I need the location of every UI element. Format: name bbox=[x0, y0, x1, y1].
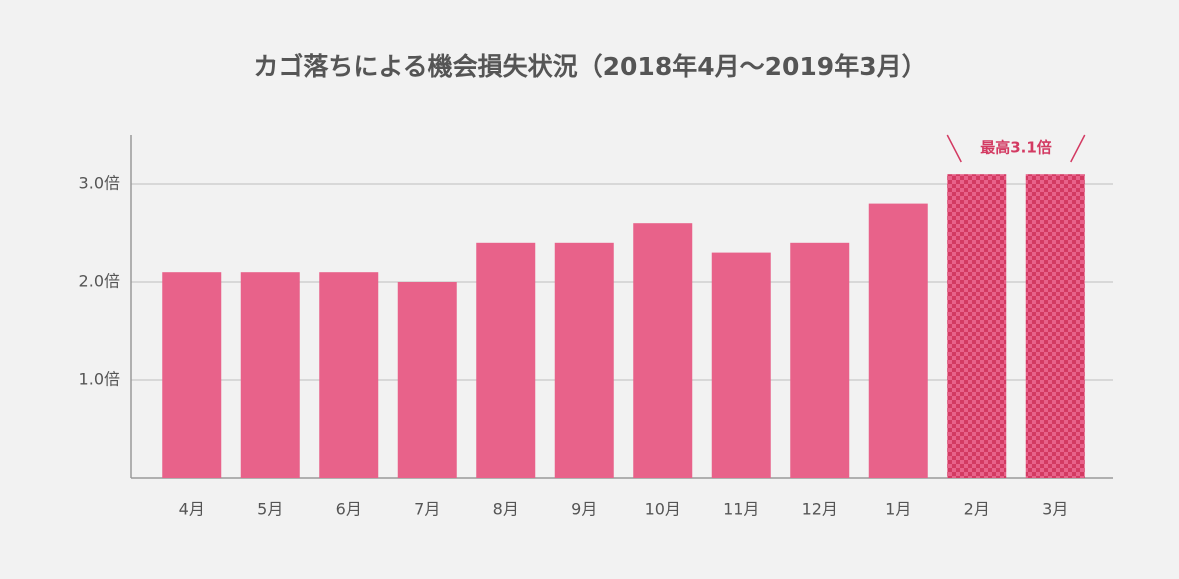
x-tick-label: 11月 bbox=[723, 500, 759, 519]
bar bbox=[240, 272, 300, 478]
x-tick-label: 7月 bbox=[414, 500, 440, 519]
chart-title: カゴ落ちによる機会損失状況（2018年4月〜2019年3月） bbox=[253, 52, 926, 81]
annotation-mark bbox=[1070, 134, 1086, 163]
x-tick-label: 9月 bbox=[571, 500, 597, 519]
x-tick-label: 4月 bbox=[179, 500, 205, 519]
bar bbox=[554, 242, 614, 478]
x-tick-label: 8月 bbox=[493, 500, 519, 519]
bar bbox=[790, 242, 850, 478]
bar bbox=[1025, 174, 1085, 478]
bar bbox=[162, 272, 222, 478]
x-tick-label: 1月 bbox=[885, 500, 911, 519]
y-tick-label: 2.0倍 bbox=[79, 272, 120, 291]
x-tick-label: 12月 bbox=[802, 500, 838, 519]
bar bbox=[947, 174, 1007, 478]
bar bbox=[633, 223, 693, 478]
bar bbox=[476, 242, 536, 478]
x-tick-label: 5月 bbox=[257, 500, 283, 519]
y-tick-label: 1.0倍 bbox=[79, 370, 120, 389]
bar bbox=[319, 272, 379, 478]
bar bbox=[711, 252, 771, 478]
annotation-mark bbox=[946, 134, 962, 163]
x-tick-label: 2月 bbox=[964, 500, 990, 519]
x-tick-label: 3月 bbox=[1042, 500, 1068, 519]
x-tick-label: 10月 bbox=[645, 500, 681, 519]
y-tick-label: 3.0倍 bbox=[79, 174, 120, 193]
bar bbox=[868, 203, 928, 478]
x-tick-label: 6月 bbox=[336, 500, 362, 519]
annotation: 最高3.1倍 bbox=[980, 139, 1052, 157]
bar bbox=[397, 282, 457, 478]
